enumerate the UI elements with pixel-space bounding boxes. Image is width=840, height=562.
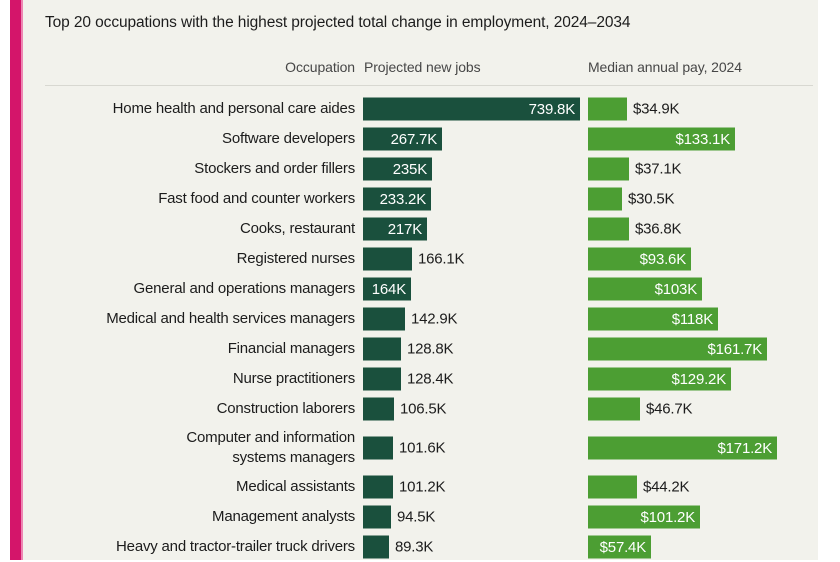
- occupation-label: Stockers and order fillers: [194, 160, 355, 177]
- occupation-label: Medical assistants: [236, 478, 355, 495]
- pay-value-label: $129.2K: [671, 370, 727, 388]
- chart-row: Management analysts 94.5K $101.2K: [0, 502, 840, 532]
- projected-new-jobs-bar: [363, 535, 389, 559]
- occupation-label: Financial managers: [227, 340, 356, 357]
- projected-new-jobs-bar: [363, 505, 391, 529]
- column-header-occupation: Occupation: [285, 59, 355, 75]
- jobs-value-label: 235K: [392, 160, 427, 178]
- median-annual-pay-bar: $161.7K: [588, 337, 767, 361]
- median-annual-pay-bar: $103K: [588, 277, 702, 301]
- pay-value-label: $44.2K: [643, 478, 690, 496]
- pay-value-label: $101.2K: [640, 508, 696, 526]
- median-annual-pay-bar: [588, 217, 629, 241]
- projected-new-jobs-bar: 235K: [363, 157, 432, 181]
- jobs-value-label: 101.2K: [399, 478, 446, 496]
- pay-value-label: $171.2K: [717, 439, 773, 457]
- occupation-label: General and operations managers: [133, 280, 356, 297]
- jobs-value-label: 166.1K: [418, 250, 465, 268]
- chart-row: Financial managers 128.8K $161.7K: [0, 334, 840, 364]
- projected-new-jobs-bar: 217K: [363, 217, 427, 241]
- projected-new-jobs-bar: [363, 475, 393, 499]
- jobs-value-label: 101.6K: [399, 439, 446, 457]
- pay-value-label: $133.1K: [675, 130, 731, 148]
- median-annual-pay-bar: $118K: [588, 307, 718, 331]
- median-annual-pay-bar: [588, 475, 637, 499]
- occupation-label: Home health and personal care aides: [112, 100, 356, 117]
- pay-value-label: $46.7K: [646, 400, 693, 418]
- projected-new-jobs-bar: [363, 307, 405, 331]
- occupation-label: Registered nurses: [236, 250, 356, 267]
- jobs-value-label: 128.4K: [407, 370, 454, 388]
- occupation-label: Construction laborers: [216, 400, 356, 417]
- pay-value-label: $30.5K: [628, 190, 675, 208]
- median-annual-pay-bar: $93.6K: [588, 247, 691, 271]
- occupation-label: Medical and health services managers: [106, 310, 355, 327]
- jobs-value-label: 89.3K: [395, 538, 434, 556]
- pay-value-label: $161.7K: [707, 340, 763, 358]
- pay-value-label: $37.1K: [635, 160, 682, 178]
- median-annual-pay-bar: [588, 397, 640, 421]
- projected-new-jobs-bar: [363, 397, 394, 421]
- median-annual-pay-bar: $171.2K: [588, 436, 777, 460]
- jobs-value-label: 164K: [371, 280, 406, 298]
- jobs-value-label: 128.8K: [407, 340, 454, 358]
- header-separator-line: [45, 85, 813, 86]
- chart-row: Stockers and order fillers 235K $37.1K: [0, 154, 840, 184]
- pay-value-label: $103K: [654, 280, 698, 298]
- median-annual-pay-bar: $133.1K: [588, 127, 735, 151]
- occupation-label: Computer and information systems managers: [186, 429, 355, 466]
- median-annual-pay-bar: $129.2K: [588, 367, 731, 391]
- pay-value-label: $36.8K: [635, 220, 682, 238]
- chart-row: Fast food and counter workers 233.2K $30.5…: [0, 184, 840, 214]
- jobs-value-label: 142.9K: [411, 310, 458, 328]
- median-annual-pay-bar: [588, 187, 622, 211]
- chart-row: Registered nurses 166.1K $93.6K: [0, 244, 840, 274]
- jobs-value-label: 739.8K: [528, 100, 576, 118]
- projected-new-jobs-bar: [363, 247, 412, 271]
- projected-new-jobs-bar: 267.7K: [363, 127, 442, 151]
- median-annual-pay-bar: [588, 157, 629, 181]
- pay-value-label: $34.9K: [633, 100, 680, 118]
- projected-new-jobs-bar: 233.2K: [363, 187, 431, 211]
- chart-row: Medical and health services managers 142.…: [0, 304, 840, 334]
- jobs-value-label: 267.7K: [390, 130, 438, 148]
- jobs-value-label: 233.2K: [379, 190, 427, 208]
- chart-row: Nurse practitioners 128.4K $129.2K: [0, 364, 840, 394]
- occupation-label: Management analysts: [212, 508, 355, 525]
- chart-row: Computer and information systems managers…: [0, 424, 840, 472]
- occupation-label: Heavy and tractor-trailer truck drivers: [116, 538, 355, 555]
- chart-row: Software developers 267.7K $133.1K: [0, 124, 840, 154]
- occupation-label: Software developers: [222, 130, 355, 147]
- projected-new-jobs-bar: [363, 436, 393, 460]
- occupation-label: Nurse practitioners: [232, 370, 355, 387]
- pay-value-label: $118K: [671, 310, 713, 328]
- chart-row: General and operations managers 164K $103K: [0, 274, 840, 304]
- chart-row: Medical assistants 101.2K $44.2K: [0, 472, 840, 502]
- pay-value-label: $57.4K: [599, 538, 647, 556]
- accent-stripe: [10, 0, 23, 560]
- occupation-label: Cooks, restaurant: [240, 220, 355, 237]
- chart-row: Construction laborers 106.5K $46.7K: [0, 394, 840, 424]
- projected-new-jobs-bar: [363, 367, 401, 391]
- chart-row: Cooks, restaurant 217K $36.8K: [0, 214, 840, 244]
- chart-row: Heavy and tractor-trailer truck drivers 8…: [0, 532, 840, 562]
- median-annual-pay-bar: $101.2K: [588, 505, 700, 529]
- jobs-value-label: 217K: [387, 220, 422, 238]
- median-annual-pay-bar: $57.4K: [588, 535, 651, 559]
- projected-new-jobs-bar: [363, 337, 401, 361]
- projected-new-jobs-bar: 164K: [363, 277, 411, 301]
- pay-value-label: $93.6K: [639, 250, 687, 268]
- median-annual-pay-bar: [588, 97, 627, 121]
- jobs-value-label: 94.5K: [397, 508, 436, 526]
- column-header-projected-new-jobs: Projected new jobs: [364, 59, 481, 75]
- column-header-median-annual-pay: Median annual pay, 2024: [588, 59, 742, 75]
- occupation-label: Fast food and counter workers: [158, 190, 355, 207]
- projected-new-jobs-bar: 739.8K: [363, 97, 580, 121]
- chart-rows: Home health and personal care aides 739.8…: [0, 94, 840, 562]
- jobs-value-label: 106.5K: [400, 400, 447, 418]
- chart-row: Home health and personal care aides 739.8…: [0, 94, 840, 124]
- chart-title: Top 20 occupations with the highest proj…: [45, 14, 631, 31]
